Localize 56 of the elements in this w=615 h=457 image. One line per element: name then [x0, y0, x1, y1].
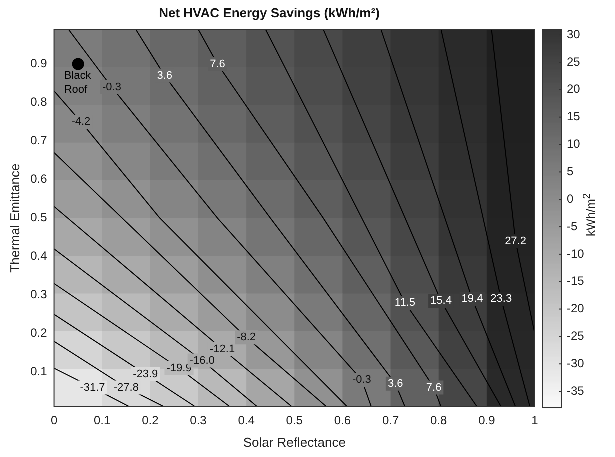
color-bar-label: -5: [567, 219, 578, 234]
color-bar-label: 10: [567, 137, 581, 152]
y-axis-title: Thermal Emittance: [7, 164, 22, 273]
series-label: 23.3: [490, 293, 512, 306]
y-tick-label: 0.9: [30, 56, 48, 71]
x-tick-label: 0.2: [142, 414, 160, 428]
x-tick-label: 1: [532, 414, 539, 428]
color-bar-label: 20: [567, 82, 581, 96]
series-label: -4.2: [72, 116, 91, 128]
series-label: Black Roof: [64, 70, 92, 96]
x-tick-label: 0.5: [286, 414, 304, 428]
x-tick-label: 0.7: [382, 414, 400, 428]
y-tick-label: 0.8: [30, 95, 48, 110]
series-label: 15.4: [430, 295, 452, 308]
y-tick-label: 0.4: [30, 249, 48, 264]
y-tick-label: 0.3: [30, 288, 48, 302]
color-bar-label: 5: [567, 164, 574, 178]
series-label: 11.5: [394, 297, 416, 310]
x-tick-label: 0.3: [190, 414, 208, 428]
series-label: -23.9: [133, 368, 158, 380]
y-tick-label: 0.6: [30, 172, 48, 186]
text: -0.3: [102, 81, 122, 94]
color-bar-label: -25: [567, 329, 585, 344]
series-label: 7.6: [426, 382, 442, 394]
series-label: 19.4: [462, 293, 484, 306]
color-bar-label: -10: [567, 246, 585, 261]
x-tick-label: 0.6: [334, 414, 352, 428]
series-label: -16.0: [190, 354, 215, 367]
series-label: 3.6: [388, 378, 404, 390]
x-axis-title: Solar Reflectance: [243, 434, 346, 450]
y-tick-label: 0.2: [30, 326, 48, 340]
color-bar-label: -20: [567, 302, 585, 316]
color-bar-label: -30: [567, 356, 585, 370]
color-bar-label: 0: [567, 192, 574, 206]
color-bar-label: -15: [567, 274, 585, 288]
color-bar-label: 15: [567, 110, 581, 124]
color-bar-label: -35: [567, 384, 585, 398]
series-label: -31.7: [80, 382, 106, 394]
x-tick-label: 0.4: [238, 414, 256, 428]
series-label: -12.1: [210, 343, 236, 356]
y-tick-label: 0.5: [30, 210, 48, 225]
x-tick-label: 0.8: [430, 414, 448, 428]
series-label: -0.3: [352, 374, 372, 386]
x-tick-label: 0.9: [478, 414, 496, 428]
text: 3.6: [157, 70, 172, 82]
series-label: -8.2: [237, 332, 256, 344]
color-bar-label: 30: [567, 27, 581, 42]
series-label: -27.8: [114, 382, 139, 394]
text: 7.6: [210, 58, 226, 70]
y-tick-label: 0.7: [30, 134, 48, 148]
x-tick-label: 0.1: [94, 414, 112, 428]
color-bar-label: 25: [567, 54, 581, 69]
y-tick-label: 0.1: [30, 364, 48, 379]
series-label: 27.2: [505, 235, 526, 248]
chart-title: Net HVAC Energy Savings (kWh/m²): [159, 5, 380, 20]
x-tick-label: 0: [50, 414, 58, 428]
